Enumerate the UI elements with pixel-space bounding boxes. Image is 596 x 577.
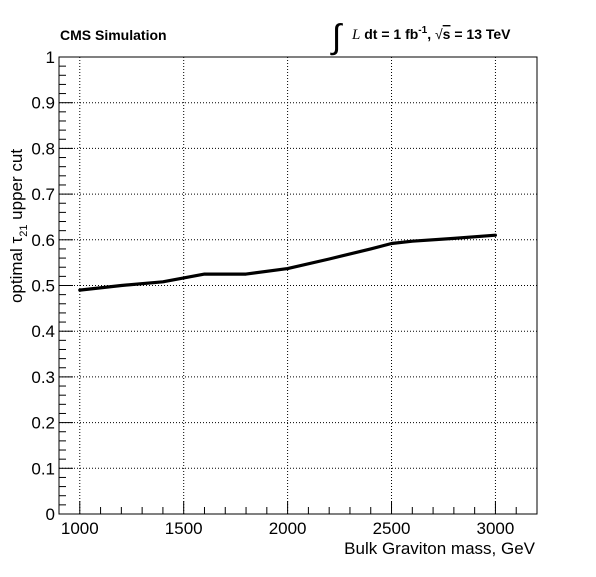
y-label-subscript: 21 xyxy=(18,225,30,237)
y-tick-label: 0.1 xyxy=(31,459,55,478)
x-tick-label: 1500 xyxy=(165,519,203,538)
x-axis-label: Bulk Graviton mass, GeV xyxy=(344,539,536,558)
y-axis-label: optimal τ21 upper cut xyxy=(7,149,30,303)
y-tick-label: 0.6 xyxy=(31,231,55,250)
lumi-label: ∫ L dt = 1 fb-1, √s = 13 TeV xyxy=(330,18,511,56)
x-tick-label: 3000 xyxy=(477,519,515,538)
tick-labels: 1000 1500 2000 2500 3000 0 0.1 0.2 0.3 0.4 0.5 0.6 0… xyxy=(31,48,514,538)
y-label-suffix: upper cut xyxy=(7,149,26,225)
y-tick-label: 0.8 xyxy=(31,139,55,158)
lumi-L: L xyxy=(351,27,360,43)
lumi-exponent: -1 xyxy=(418,25,427,36)
y-tick-label: 1 xyxy=(46,48,55,67)
lumi-energy: = 13 TeV xyxy=(450,26,511,42)
y-tick-label: 0.5 xyxy=(31,277,55,296)
svg-text:L dt = 1 fb-1, √s = 13 TeV: L dt = 1 fb-1, √s = 13 TeV xyxy=(351,25,511,43)
sqrt-symbol: √ xyxy=(435,26,443,42)
y-tick-label: 0.9 xyxy=(31,94,55,113)
lumi-dt: dt = 1 fb xyxy=(360,26,418,42)
y-tick-label: 0.4 xyxy=(31,322,55,341)
lumi-s: s xyxy=(443,26,451,42)
y-tick-label: 0.2 xyxy=(31,414,55,433)
y-tick-label: 0.3 xyxy=(31,368,55,387)
series-line xyxy=(78,233,497,292)
grid xyxy=(59,56,537,515)
cms-simulation-label: CMS Simulation xyxy=(60,27,167,43)
series xyxy=(78,233,497,292)
y-tick-label: 0.7 xyxy=(31,185,55,204)
y-label-prefix: optimal xyxy=(7,244,26,304)
x-tick-label: 1000 xyxy=(61,519,99,538)
y-label-tau: τ xyxy=(7,237,26,244)
x-tick-label: 2000 xyxy=(269,519,307,538)
integral-symbol: ∫ xyxy=(330,18,343,56)
lumi-sep: , xyxy=(427,26,435,42)
x-tick-label: 2500 xyxy=(373,519,411,538)
y-tick-label: 0 xyxy=(46,505,55,524)
axis-ticks xyxy=(58,56,538,515)
